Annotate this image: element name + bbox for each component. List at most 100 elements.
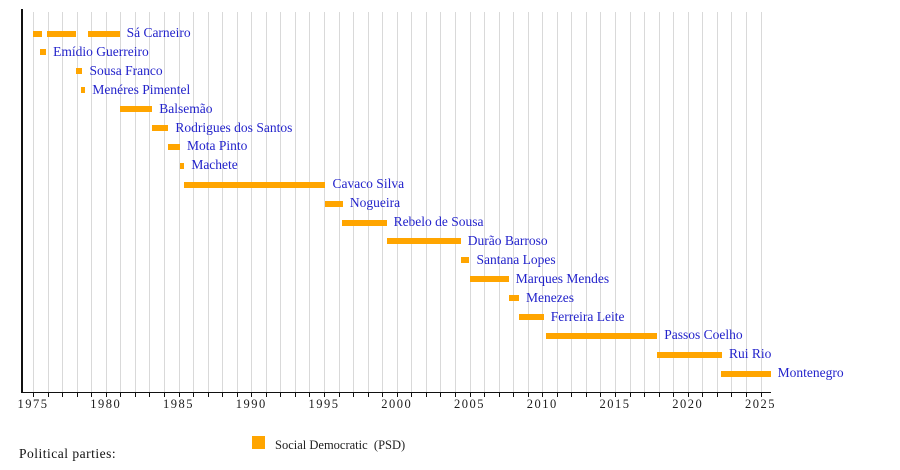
tick-year-1988	[222, 392, 224, 397]
tick-year-2003	[440, 392, 442, 397]
gridline-year-1989	[236, 12, 238, 392]
tick-year-1996	[338, 392, 340, 397]
gridline-year-1991	[265, 12, 267, 392]
gridline-year-1992	[280, 12, 282, 392]
tick-label-2010: 2010	[526, 397, 558, 411]
x-axis-line	[21, 391, 771, 393]
tick-year-1975	[33, 392, 34, 397]
tick-year-1995	[324, 392, 325, 397]
tick-label-2015: 2015	[599, 397, 631, 411]
tick-year-2018	[658, 392, 660, 397]
tick-year-1986	[193, 392, 195, 397]
leader-label-ferreira-leite: Ferreira Leite	[550, 308, 625, 324]
gridline-year-2015	[615, 12, 616, 392]
tick-year-1999	[382, 392, 384, 397]
tick-year-1983	[149, 392, 151, 397]
tick-year-1985	[178, 392, 180, 397]
tick-year-2016	[629, 392, 631, 397]
tick-year-2020	[687, 392, 689, 397]
tick-year-1978	[76, 392, 78, 397]
tick-year-2001	[411, 392, 413, 397]
leader-label-rodrigues-dos-santos: Rodrigues dos Santos	[175, 119, 293, 135]
tick-year-2015	[615, 392, 616, 397]
gridline-year-2021	[702, 12, 704, 392]
tick-year-1991	[265, 392, 267, 397]
y-axis-line	[21, 9, 23, 393]
gridline-year-1990	[251, 12, 253, 392]
gridline-year-1998	[367, 12, 369, 392]
tick-year-1997	[353, 392, 355, 397]
gridline-year-2001	[411, 12, 413, 392]
leader-label-men-res-pimentel: Menéres Pimentel	[92, 81, 191, 97]
gridline-year-1984	[163, 12, 165, 392]
term-bar-menezes	[508, 295, 519, 302]
leader-label-balsem-o: Balsemão	[159, 100, 213, 116]
gridline-year-1988	[222, 12, 224, 392]
term-bar-rebelo-de-sousa	[342, 219, 387, 226]
tick-year-2008	[513, 392, 515, 397]
tick-year-2017	[644, 392, 646, 397]
tick-year-2009	[527, 392, 529, 397]
term-bar-men-res-pimentel	[81, 87, 86, 94]
tick-label-2005: 2005	[454, 397, 485, 411]
term-bar-sousa-franco	[75, 68, 83, 75]
term-bar-santana-lopes	[460, 257, 470, 264]
gridline-year-2003	[440, 12, 442, 392]
tick-year-1998	[367, 392, 369, 397]
tick-year-1990	[251, 392, 253, 397]
tick-label-2025: 2025	[745, 397, 776, 411]
gridline-year-1994	[309, 12, 311, 392]
tick-label-2020: 2020	[672, 397, 704, 411]
gridline-year-2017	[644, 12, 646, 392]
term-bar-em-dio-guerreiro	[40, 49, 47, 56]
term-bar-cavaco-silva	[184, 181, 326, 188]
leader-label-sousa-franco: Sousa Franco	[89, 62, 163, 78]
tick-label-1975: 1975	[17, 397, 49, 411]
leader-label-montenegro: Montenegro	[777, 365, 844, 381]
leader-label-s-carneiro: Sá Carneiro	[126, 25, 191, 40]
term-bar-montenegro	[721, 370, 771, 377]
legend-heading: Political parties:	[19, 446, 117, 461]
term-bar-balsem-o	[119, 106, 153, 113]
tick-label-1985: 1985	[163, 397, 194, 411]
gridline-year-1997	[353, 12, 355, 392]
tick-year-2004	[454, 392, 456, 397]
gridline-year-1980	[105, 12, 107, 392]
tick-year-2023	[731, 392, 733, 397]
gridline-year-2023	[731, 12, 733, 392]
gridline-year-1995	[324, 12, 325, 392]
tick-year-2007	[498, 392, 500, 397]
leader-label-rui-rio: Rui Rio	[728, 346, 772, 362]
gridline-year-1983	[149, 12, 151, 392]
term-bar-seg3-s-carneiro	[87, 30, 120, 37]
tick-label-2000: 2000	[381, 397, 413, 411]
tick-label-1990: 1990	[235, 397, 267, 411]
gridline-year-2013	[585, 12, 587, 392]
term-bar-machete	[179, 162, 185, 169]
tick-year-2021	[702, 392, 704, 397]
gridline-year-1986	[193, 12, 195, 392]
tick-year-2013	[585, 392, 587, 397]
tick-label-1980: 1980	[90, 397, 122, 411]
leader-label-dur-o-barroso: Durão Barroso	[467, 232, 548, 248]
tick-year-2024	[745, 392, 747, 397]
tick-year-2010	[542, 392, 544, 397]
term-bar-mota-pinto	[168, 143, 180, 150]
leader-label-machete: Machete	[191, 157, 238, 173]
tick-year-1981	[120, 392, 122, 397]
tick-label-1995: 1995	[308, 397, 340, 411]
gridline-year-2004	[454, 12, 456, 392]
leader-label-menezes: Menezes	[525, 289, 574, 305]
leader-label-santana-lopes: Santana Lopes	[476, 251, 556, 267]
gridline-year-2012	[571, 12, 573, 392]
gridline-year-2010	[542, 12, 544, 392]
leader-label-cavaco-silva: Cavaco Silva	[332, 176, 405, 192]
legend-label-psd: Social Democratic (PSD)	[275, 438, 406, 452]
tick-year-2005	[469, 392, 471, 397]
term-bar-s-carneiro	[33, 30, 42, 37]
gridline-year-2007	[498, 12, 500, 392]
gridline-year-1976	[47, 12, 49, 392]
tick-year-2000	[396, 392, 398, 397]
gridline-year-2002	[425, 12, 427, 392]
